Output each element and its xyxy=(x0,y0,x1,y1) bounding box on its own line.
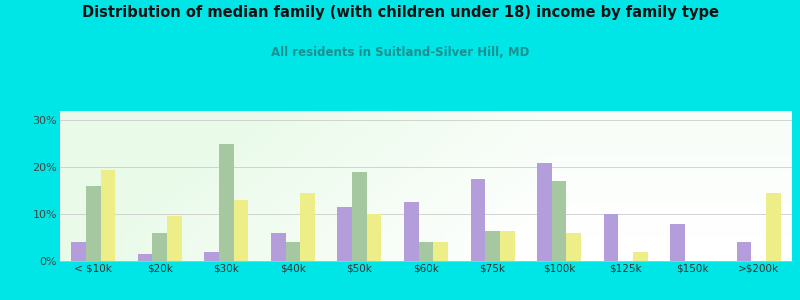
Bar xyxy=(86,186,101,261)
Bar xyxy=(537,163,552,261)
Bar xyxy=(271,233,286,261)
Bar xyxy=(234,200,248,261)
Bar xyxy=(205,252,219,261)
Bar xyxy=(670,224,685,261)
Bar xyxy=(470,179,486,261)
Bar xyxy=(500,230,514,261)
Bar xyxy=(604,214,618,261)
Bar xyxy=(737,242,751,261)
Bar xyxy=(766,193,781,261)
Bar xyxy=(101,169,115,261)
Bar xyxy=(167,217,182,261)
Bar xyxy=(404,202,418,261)
Bar xyxy=(566,233,581,261)
Bar xyxy=(338,207,352,261)
Bar xyxy=(352,172,366,261)
Bar xyxy=(366,214,382,261)
Text: Distribution of median family (with children under 18) income by family type: Distribution of median family (with chil… xyxy=(82,4,718,20)
Bar xyxy=(153,233,167,261)
Bar xyxy=(418,242,434,261)
Text: All residents in Suitland-Silver Hill, MD: All residents in Suitland-Silver Hill, M… xyxy=(271,46,529,59)
Bar xyxy=(633,252,647,261)
Bar xyxy=(71,242,86,261)
Bar xyxy=(219,144,234,261)
Bar xyxy=(486,230,500,261)
Bar xyxy=(434,242,448,261)
Bar xyxy=(300,193,315,261)
Bar xyxy=(552,181,566,261)
Bar xyxy=(286,242,300,261)
Bar xyxy=(138,254,153,261)
